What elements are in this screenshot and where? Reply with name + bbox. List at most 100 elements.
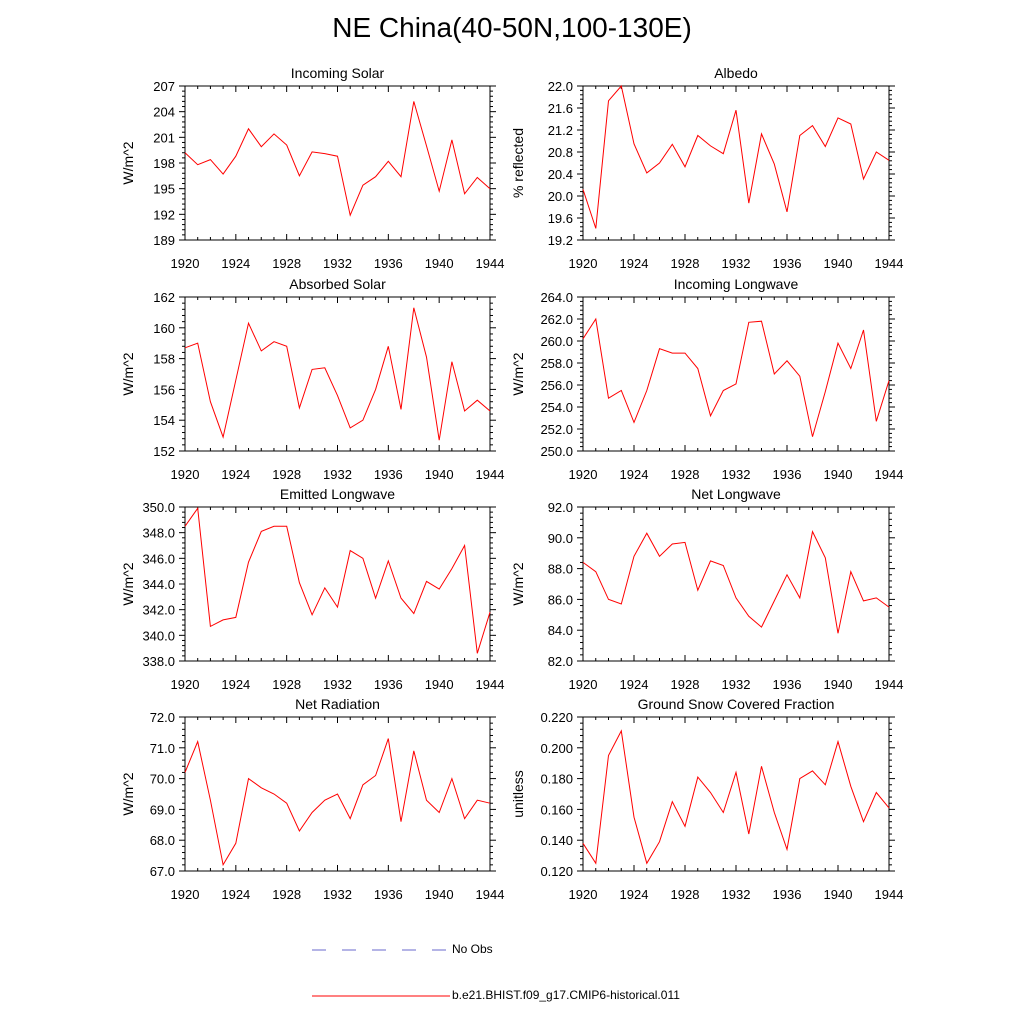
panel-7-ytick-label: 70.0 [150, 772, 175, 787]
page-title: NE China(40-50N,100-130E) [332, 12, 692, 43]
panel-5-ylabel: W/m^2 [120, 562, 136, 605]
panel-1-ytick-label: 189 [153, 233, 175, 248]
panel-4-xtick-label: 1924 [620, 467, 649, 482]
panel-5-xtick-label: 1944 [476, 677, 505, 692]
panel-3-xtick-label: 1924 [221, 467, 250, 482]
panel-7-xtick-label: 1924 [221, 887, 250, 902]
panel-7-xtick-label: 1944 [476, 887, 505, 902]
panel-8-frame [582, 716, 890, 872]
legend-model-label: b.e21.BHIST.f09_g17.CMIP6-historical.011 [452, 988, 680, 1002]
panel-1-series-line [184, 101, 491, 217]
panel-7-ytick-label: 69.0 [150, 802, 175, 817]
legend-model-line [312, 995, 450, 997]
panel-1-xtick-label: 1936 [374, 256, 403, 271]
panel-2-ytick-label: 19.2 [548, 233, 573, 248]
panel-3-series-line [184, 307, 491, 441]
panel-4-xtick-label: 1936 [773, 467, 802, 482]
panel-7-title: Net Radiation [295, 696, 380, 712]
panel-2-xtick-label: 1928 [671, 256, 700, 271]
panel-6-series-line [582, 530, 890, 634]
panel-6-xtick-label: 1944 [875, 677, 904, 692]
panel-2-xtick-label: 1924 [620, 256, 649, 271]
panel-5-frame [184, 506, 491, 662]
panel-3-xtick-label: 1932 [323, 467, 352, 482]
panel-2-series-line [582, 84, 890, 229]
panel-2-ytick-label: 20.4 [548, 167, 573, 182]
panel-3-ytick-label: 154 [153, 413, 175, 428]
panel-7-series-line [184, 738, 491, 867]
panel-4-ytick-label: 258.0 [540, 356, 573, 371]
panel-8-xtick-label: 1932 [722, 887, 751, 902]
panel-8-ytick-label: 0.200 [540, 741, 573, 756]
panel-3-xtick-label: 1928 [272, 467, 301, 482]
panel-7-xtick-label: 1940 [425, 887, 454, 902]
panel-2-title: Albedo [714, 65, 758, 81]
panel-1-xtick-label: 1932 [323, 256, 352, 271]
panel-2-ytick-label: 21.2 [548, 123, 573, 138]
panel-8-xtick-label: 1924 [620, 887, 649, 902]
panel-3-xtick-label: 1940 [425, 467, 454, 482]
panel-3-xtick-label: 1920 [171, 467, 200, 482]
panel-5-series-line [184, 506, 491, 654]
panel-5-xtick-label: 1924 [221, 677, 250, 692]
panel-6-ytick-label: 88.0 [548, 562, 573, 577]
panel-4-xtick-label: 1940 [824, 467, 853, 482]
panel-5-xtick-label: 1936 [374, 677, 403, 692]
panel-6-xtick-label: 1940 [824, 677, 853, 692]
panel-7-xtick-label: 1928 [272, 887, 301, 902]
panel-2-xtick-label: 1944 [875, 256, 904, 271]
panel-6-ytick-label: 90.0 [548, 531, 573, 546]
panel-5-ytick-label: 350.0 [142, 500, 175, 515]
panel-4-xtick-label: 1920 [569, 467, 598, 482]
panel-3-ytick-label: 160 [153, 321, 175, 336]
panel-7-ytick-label: 71.0 [150, 741, 175, 756]
panel-4-ytick-label: 252.0 [540, 422, 573, 437]
panel-2-xtick-label: 1940 [824, 256, 853, 271]
panel-2-ytick-label: 20.8 [548, 145, 573, 160]
panel-5-title: Emitted Longwave [280, 486, 395, 502]
panel-4-ytick-label: 250.0 [540, 444, 573, 459]
panel-1-ytick-label: 207 [153, 79, 175, 94]
panel-7-ylabel: W/m^2 [120, 772, 136, 815]
legend-obs-line [312, 949, 450, 951]
panel-8-xtick-label: 1920 [569, 887, 598, 902]
panel-6-title: Net Longwave [691, 486, 781, 502]
panel-4-frame [582, 296, 890, 452]
panel-8-ytick-label: 0.160 [540, 802, 573, 817]
panel-7-xtick-label: 1920 [171, 887, 200, 902]
panel-8-series-line [582, 729, 890, 865]
panel-3-ylabel: W/m^2 [120, 352, 136, 395]
panel-2-ytick-label: 21.6 [548, 101, 573, 116]
panel-2-ytick-label: 19.6 [548, 211, 573, 226]
panel-6-ytick-label: 84.0 [548, 623, 573, 638]
panel-1-xtick-label: 1928 [272, 256, 301, 271]
panel-8-xtick-label: 1944 [875, 887, 904, 902]
panel-2-ytick-label: 22.0 [548, 79, 573, 94]
panel-5-ytick-label: 342.0 [142, 603, 175, 618]
panel-6-xtick-label: 1928 [671, 677, 700, 692]
panel-8-ytick-label: 0.180 [540, 772, 573, 787]
panel-8-ytick-label: 0.120 [540, 864, 573, 879]
panel-8-ytick-label: 0.220 [540, 710, 573, 725]
panel-1-xtick-label: 1924 [221, 256, 250, 271]
panel-1-ytick-label: 198 [153, 156, 175, 171]
panel-1-ytick-label: 204 [153, 105, 175, 120]
panel-5-xtick-label: 1920 [171, 677, 200, 692]
panel-1-xtick-label: 1944 [476, 256, 505, 271]
panel-1-xtick-label: 1940 [425, 256, 454, 271]
panel-4-title: Incoming Longwave [674, 276, 799, 292]
panel-2-xtick-label: 1936 [773, 256, 802, 271]
panel-5-ytick-label: 338.0 [142, 654, 175, 669]
panel-6-ytick-label: 82.0 [548, 654, 573, 669]
panel-1-xtick-label: 1920 [171, 256, 200, 271]
panel-6-ytick-label: 86.0 [548, 592, 573, 607]
panel-5-ytick-label: 340.0 [142, 628, 175, 643]
panel-5-xtick-label: 1928 [272, 677, 301, 692]
panel-2-ylabel: % reflected [510, 128, 526, 198]
panel-8-ylabel: unitless [510, 770, 526, 817]
panel-4-ytick-label: 254.0 [540, 400, 573, 415]
panel-6-ylabel: W/m^2 [510, 562, 526, 605]
panel-4-xtick-label: 1932 [722, 467, 751, 482]
panel-3-xtick-label: 1936 [374, 467, 403, 482]
